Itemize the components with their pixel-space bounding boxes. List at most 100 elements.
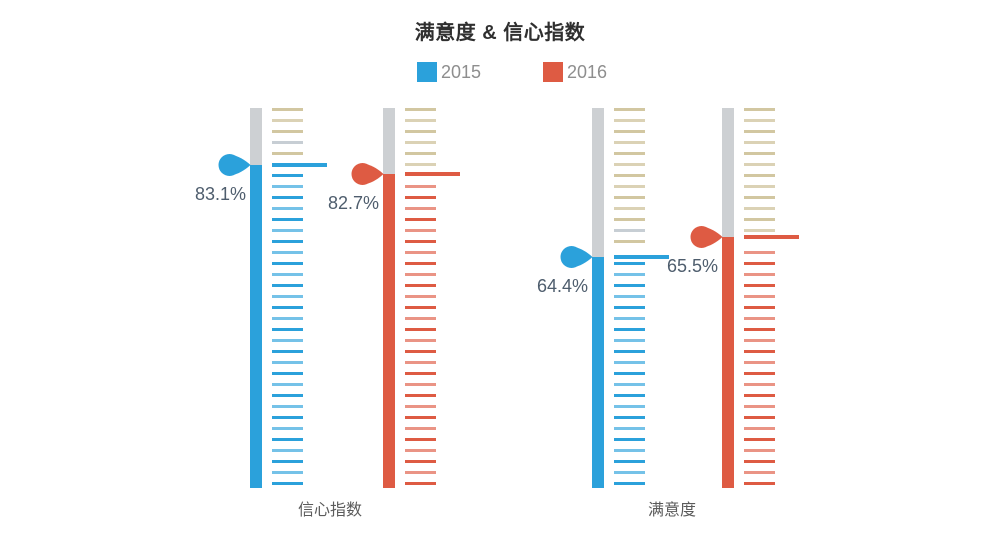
scale-tick-filled	[405, 229, 436, 232]
scale-tick-filled	[405, 240, 436, 243]
scale-tick-filled	[614, 405, 645, 408]
scale-tick-empty	[744, 229, 775, 232]
thermo-track-信心指数-2015	[250, 108, 262, 165]
scale-tick-filled	[405, 449, 436, 452]
scale-tick-empty	[272, 130, 303, 133]
scale-tick-filled	[405, 328, 436, 331]
scale-tick-filled	[405, 295, 436, 298]
scale-tick-filled	[272, 251, 303, 254]
scale-tick-empty	[272, 108, 303, 111]
scale-tick-empty	[614, 119, 645, 122]
scale-tick-filled	[272, 471, 303, 474]
scale-tick-filled	[614, 328, 645, 331]
scale-tick-filled	[744, 306, 775, 309]
droplet-icon	[560, 246, 593, 268]
scale-tick-filled	[614, 339, 645, 342]
droplet-icon	[690, 226, 723, 248]
scale-tick-filled	[405, 339, 436, 342]
scale-tick-empty	[614, 240, 645, 243]
category-label-manyidu: 满意度	[647, 502, 696, 519]
scale-tick-filled	[614, 295, 645, 298]
thermo-fill-信心指数-2016	[383, 174, 395, 488]
thermo-track-信心指数-2016	[383, 108, 395, 174]
scale-tick-filled	[405, 185, 436, 188]
scale-tick-filled	[405, 284, 436, 287]
thermo-fill-满意度-2015	[592, 257, 604, 488]
legend-label-2015: 2015	[441, 62, 482, 82]
scale-tick-empty	[614, 141, 645, 144]
scale-tick-filled	[405, 273, 436, 276]
scale-tick-empty	[614, 152, 645, 155]
droplet-icon	[351, 163, 384, 185]
scale-tick-filled	[405, 306, 436, 309]
scale-tick-empty	[405, 108, 436, 111]
level-line	[614, 255, 669, 259]
scale-tick-empty	[614, 229, 645, 232]
scale-tick-filled	[744, 251, 775, 254]
scale-tick-filled	[272, 273, 303, 276]
scale-tick-filled	[614, 284, 645, 287]
scale-tick-filled	[405, 207, 436, 210]
scale-tick-filled	[744, 438, 775, 441]
scale-tick-filled	[272, 306, 303, 309]
scale-tick-empty	[744, 163, 775, 166]
scale-tick-filled	[405, 405, 436, 408]
scale-tick-filled	[744, 284, 775, 287]
scale-tick-filled	[744, 460, 775, 463]
scale-tick-filled	[405, 251, 436, 254]
scale-tick-filled	[614, 416, 645, 419]
scale-tick-filled	[405, 460, 436, 463]
scale-tick-empty	[744, 152, 775, 155]
scale-tick-empty	[405, 119, 436, 122]
scale-tick-filled	[272, 328, 303, 331]
legend-item-2015[interactable]: 2015	[417, 62, 481, 82]
scale-tick-empty	[405, 163, 436, 166]
scale-tick-filled	[272, 460, 303, 463]
scale-tick-filled	[744, 317, 775, 320]
scale-tick-filled	[405, 372, 436, 375]
scale-tick-empty	[272, 141, 303, 144]
scale-tick-empty	[744, 108, 775, 111]
scale-tick-filled	[614, 449, 645, 452]
scale-tick-filled	[614, 361, 645, 364]
scale-tick-filled	[614, 460, 645, 463]
scale-tick-empty	[614, 185, 645, 188]
droplet-marker-满意度-2015	[560, 244, 593, 270]
scale-tick-filled	[272, 449, 303, 452]
scale-tick-filled	[405, 438, 436, 441]
scale-tick-filled	[272, 185, 303, 188]
legend-item-2016[interactable]: 2016	[543, 62, 607, 82]
scale-tick-filled	[744, 273, 775, 276]
scale-tick-filled	[405, 482, 436, 485]
scale-tick-empty	[744, 119, 775, 122]
scale-tick-filled	[744, 449, 775, 452]
scale-tick-filled	[614, 471, 645, 474]
scale-tick-filled	[405, 350, 436, 353]
scale-tick-empty	[614, 130, 645, 133]
scale-tick-empty	[405, 130, 436, 133]
thermo-fill-满意度-2016	[722, 237, 734, 488]
scale-tick-filled	[405, 262, 436, 265]
scale-tick-empty	[405, 152, 436, 155]
scale-tick-filled	[405, 471, 436, 474]
scale-tick-filled	[744, 383, 775, 386]
scale-tick-filled	[272, 240, 303, 243]
scale-tick-filled	[272, 218, 303, 221]
scale-tick-filled	[614, 372, 645, 375]
value-label-信心指数-2016: 82.7%	[327, 193, 379, 213]
scale-tick-filled	[744, 372, 775, 375]
scale-tick-empty	[744, 207, 775, 210]
scale-tick-filled	[272, 174, 303, 177]
scale-tick-empty	[614, 108, 645, 111]
scale-tick-filled	[272, 438, 303, 441]
scale-tick-filled	[272, 427, 303, 430]
scale-tick-filled	[614, 394, 645, 397]
thermo-track-满意度-2016	[722, 108, 734, 237]
scale-tick-empty	[614, 163, 645, 166]
scale-tick-filled	[614, 438, 645, 441]
scale-tick-filled	[744, 416, 775, 419]
scale-tick-filled	[272, 339, 303, 342]
scale-tick-filled	[614, 306, 645, 309]
scale-tick-empty	[614, 207, 645, 210]
legend-label-2016: 2016	[567, 62, 608, 82]
